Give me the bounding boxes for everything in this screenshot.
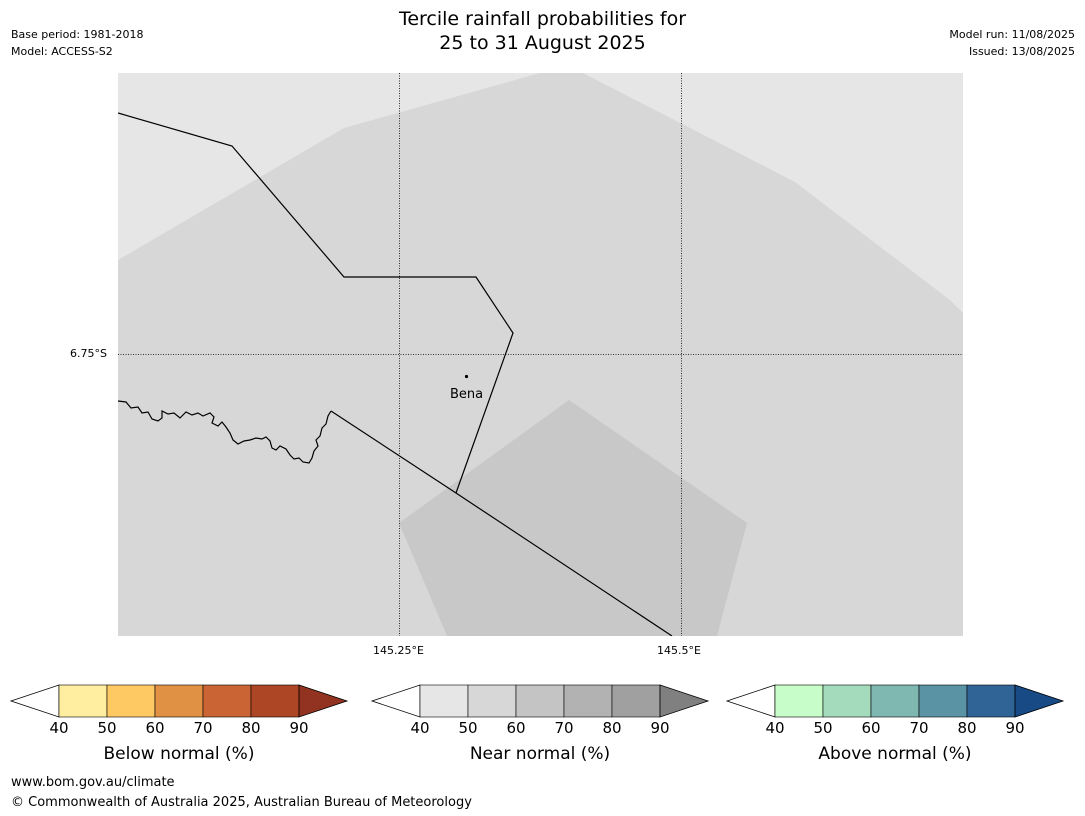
legend-near-bin <box>611 684 661 718</box>
legend-below-bin <box>106 684 156 718</box>
legend-below-bin <box>58 684 108 718</box>
legend-near-lower-arrow <box>370 684 421 718</box>
legend-above-lower-arrow <box>725 684 776 718</box>
issued-text: Issued: 13/08/2025 <box>968 45 1075 58</box>
base-period-text: Base period: 1981-2018 <box>11 28 144 41</box>
title-line-1: Tercile rainfall probabilities for <box>398 8 687 30</box>
legend-near-tick: 80 <box>602 719 622 737</box>
legend-above-tick: 70 <box>909 719 929 737</box>
legend-below-lower-arrow <box>9 684 60 718</box>
legend-below-bin <box>250 684 300 718</box>
legend-above-label: Above normal (%) <box>818 744 972 764</box>
legend-below-tick: 70 <box>193 719 213 737</box>
legend-near-normal <box>370 684 710 718</box>
legend-near-tick: 70 <box>554 719 574 737</box>
legend-above-bin <box>966 684 1016 718</box>
page-title: Tercile rainfall probabilities for 25 to… <box>0 7 1085 55</box>
lon-grid-label-145-5: 145.5°E <box>657 644 701 657</box>
legend-near-tick: 40 <box>410 719 430 737</box>
legend-near-upper-arrow <box>659 684 710 718</box>
legend-above-bin <box>870 684 920 718</box>
river-boundary <box>118 400 332 464</box>
legend-above-tick: 40 <box>765 719 785 737</box>
legend-below-tick: 80 <box>241 719 261 737</box>
place-label-bena[interactable]: Bena <box>450 387 484 402</box>
title-line-2: 25 to 31 August 2025 <box>439 32 646 54</box>
legend-above-tick: 90 <box>1005 719 1025 737</box>
legend-below-tick: 90 <box>289 719 309 737</box>
legend-near-tick: 60 <box>506 719 526 737</box>
legend-below-upper-arrow <box>298 684 349 718</box>
legend-above-upper-arrow <box>1014 684 1065 718</box>
legend-near-bin <box>515 684 565 718</box>
footer-url-link[interactable]: www.bom.gov.au/climate <box>11 775 175 790</box>
footer-copyright: © Commonwealth of Australia 2025, Austra… <box>11 795 472 810</box>
legend-below-normal <box>9 684 349 718</box>
header-meta-right: Model run: 11/08/2025 Issued: 13/08/2025 <box>949 26 1075 60</box>
legend-near-label: Near normal (%) <box>469 744 611 764</box>
model-run-text: Model run: 11/08/2025 <box>949 28 1075 41</box>
model-text: Model: ACCESS-S2 <box>11 45 113 58</box>
legend-near-tick: 90 <box>650 719 670 737</box>
legend-above-tick: 80 <box>957 719 977 737</box>
province-border-south <box>330 410 673 636</box>
legend-below-bin <box>202 684 252 718</box>
legend-below-tick: 50 <box>97 719 117 737</box>
legend-near-tick: 50 <box>458 719 478 737</box>
province-border-north <box>118 112 514 494</box>
probability-zone-dark <box>399 400 747 636</box>
lat-grid-label: 6.75°S <box>70 347 107 360</box>
legend-below-tick: 60 <box>145 719 165 737</box>
header-meta-left: Base period: 1981-2018 Model: ACCESS-S2 <box>11 26 143 60</box>
legend-above-bin <box>918 684 968 718</box>
legend-below-label: Below normal (%) <box>103 744 255 764</box>
legend-above-tick: 60 <box>861 719 881 737</box>
lon-grid-label-145-25: 145.25°E <box>373 644 424 657</box>
legend-near-bin <box>467 684 517 718</box>
legend-above-tick: 50 <box>813 719 833 737</box>
legend-below-bin <box>154 684 204 718</box>
place-marker[interactable] <box>464 374 469 379</box>
legend-near-bin <box>563 684 613 718</box>
legend-above-normal <box>725 684 1065 718</box>
legend-above-bin <box>774 684 824 718</box>
legend-below-tick: 40 <box>49 719 69 737</box>
legend-above-bin <box>822 684 872 718</box>
legend-near-bin <box>419 684 469 718</box>
